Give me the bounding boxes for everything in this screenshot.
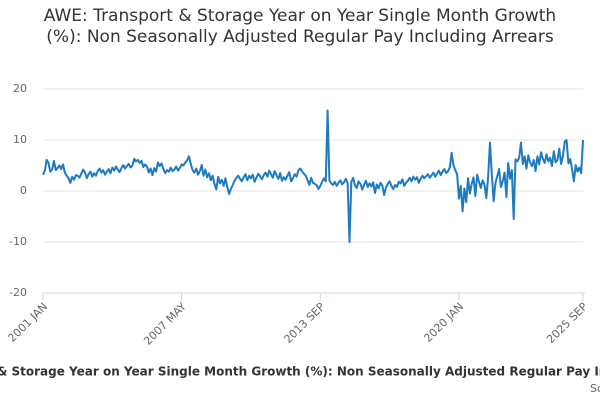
x-tick-label: 2001 JAN [5,300,50,345]
series-line [42,109,584,243]
y-tick-label: 0 [20,184,27,197]
x-tick-label: 2007 MAY [141,300,189,348]
chart-title: AWE: Transport & Storage Year on Year Si… [43,6,557,47]
y-tick-label: -10 [9,235,27,248]
x-tick-label: 2013 SEP [282,300,328,346]
y-tick-label: 10 [13,133,27,146]
source: Source: [590,382,600,395]
legend-label: AWE: Transport & Storage Year on Year Si… [0,365,600,379]
y-tick-label: 20 [13,82,27,95]
x-tick-label: 2025 SEP [544,300,590,346]
y-tick-label: -20 [9,286,27,299]
x-tick-label: 2020 JAN [421,300,466,345]
